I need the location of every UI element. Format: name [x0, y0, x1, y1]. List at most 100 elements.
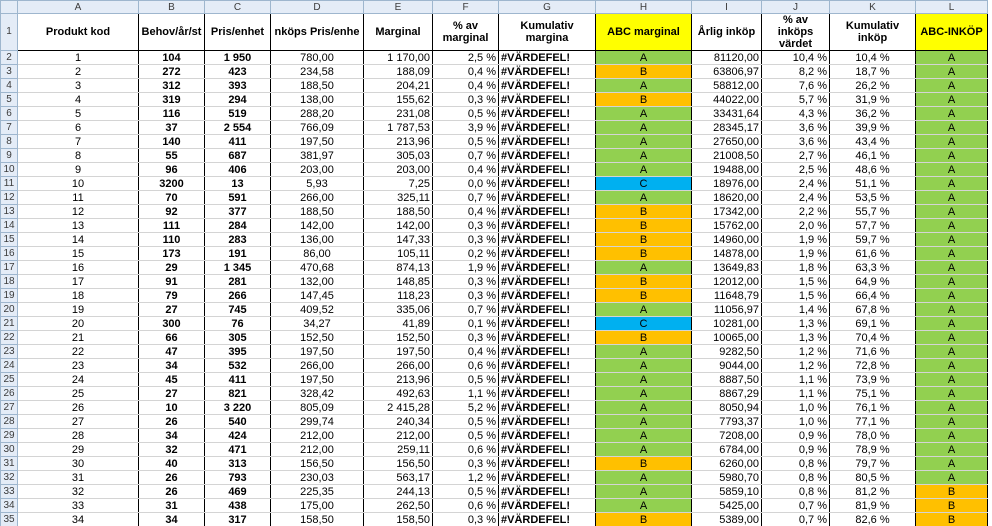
cell-margin[interactable]: 147,33: [363, 232, 433, 247]
cell-abc-margin[interactable]: B: [595, 512, 692, 526]
cell-annual-purchase[interactable]: 18976,00: [691, 176, 762, 191]
cell-product-code[interactable]: 11: [17, 190, 139, 205]
cell-margin[interactable]: 213,96: [363, 134, 433, 149]
cell-cum-margin[interactable]: #VÄRDEFEL!: [498, 344, 596, 359]
cell-price[interactable]: 438: [204, 498, 271, 513]
cell-cum-purchase[interactable]: 39,9 %: [829, 120, 916, 135]
cell-margin[interactable]: 325,11: [363, 190, 433, 205]
cell-pct-margin[interactable]: 0,7 %: [432, 190, 499, 205]
cell-abc-purchase[interactable]: A: [915, 190, 988, 205]
header-cell-need[interactable]: Behov/år/st: [138, 13, 205, 51]
cell-pct-margin[interactable]: 2,5 %: [432, 50, 499, 65]
cell-abc-purchase[interactable]: A: [915, 232, 988, 247]
cell-product-code[interactable]: 34: [17, 512, 139, 526]
cell-pct-margin[interactable]: 0,2 %: [432, 246, 499, 261]
cell-cum-margin[interactable]: #VÄRDEFEL!: [498, 246, 596, 261]
cell-annual-purchase[interactable]: 11056,97: [691, 302, 762, 317]
cell-pct-purchase[interactable]: 2,5 %: [761, 162, 830, 177]
column-header-a[interactable]: A: [17, 0, 139, 14]
cell-cum-margin[interactable]: #VÄRDEFEL!: [498, 134, 596, 149]
cell-product-code[interactable]: 32: [17, 484, 139, 499]
cell-margin[interactable]: 335,06: [363, 302, 433, 317]
cell-product-code[interactable]: 3: [17, 78, 139, 93]
cell-cum-purchase[interactable]: 48,6 %: [829, 162, 916, 177]
cell-need[interactable]: 140: [138, 134, 205, 149]
cell-abc-margin[interactable]: B: [595, 232, 692, 247]
cell-pct-purchase[interactable]: 1,2 %: [761, 344, 830, 359]
cell-pct-margin[interactable]: 0,1 %: [432, 316, 499, 331]
cell-annual-purchase[interactable]: 5859,10: [691, 484, 762, 499]
cell-annual-purchase[interactable]: 9282,50: [691, 344, 762, 359]
cell-abc-purchase[interactable]: A: [915, 274, 988, 289]
cell-annual-purchase[interactable]: 27650,00: [691, 134, 762, 149]
cell-product-code[interactable]: 10: [17, 176, 139, 191]
cell-abc-purchase[interactable]: A: [915, 218, 988, 233]
cell-pct-margin[interactable]: 0,5 %: [432, 106, 499, 121]
cell-cum-purchase[interactable]: 75,1 %: [829, 386, 916, 401]
cell-need[interactable]: 26: [138, 470, 205, 485]
cell-need[interactable]: 32: [138, 442, 205, 457]
cell-abc-margin[interactable]: B: [595, 218, 692, 233]
cell-abc-margin[interactable]: A: [595, 470, 692, 485]
cell-abc-margin[interactable]: A: [595, 148, 692, 163]
cell-pct-purchase[interactable]: 1,1 %: [761, 386, 830, 401]
cell-cum-purchase[interactable]: 51,1 %: [829, 176, 916, 191]
cell-cum-purchase[interactable]: 71,6 %: [829, 344, 916, 359]
cell-cum-margin[interactable]: #VÄRDEFEL!: [498, 232, 596, 247]
cell-price[interactable]: 745: [204, 302, 271, 317]
cell-annual-purchase[interactable]: 8050,94: [691, 400, 762, 415]
cell-cum-margin[interactable]: #VÄRDEFEL!: [498, 386, 596, 401]
cell-product-code[interactable]: 18: [17, 288, 139, 303]
cell-pct-purchase[interactable]: 1,0 %: [761, 414, 830, 429]
cell-purchase-price[interactable]: 197,50: [270, 372, 364, 387]
cell-need[interactable]: 173: [138, 246, 205, 261]
cell-need[interactable]: 27: [138, 302, 205, 317]
cell-cum-purchase[interactable]: 26,2 %: [829, 78, 916, 93]
cell-need[interactable]: 27: [138, 386, 205, 401]
cell-pct-purchase[interactable]: 2,0 %: [761, 218, 830, 233]
cell-cum-purchase[interactable]: 82,6 %: [829, 512, 916, 526]
cell-purchase-price[interactable]: 34,27: [270, 316, 364, 331]
cell-pct-purchase[interactable]: 7,6 %: [761, 78, 830, 93]
cell-purchase-price[interactable]: 234,58: [270, 64, 364, 79]
cell-pct-margin[interactable]: 0,6 %: [432, 498, 499, 513]
cell-abc-margin[interactable]: B: [595, 64, 692, 79]
cell-pct-margin[interactable]: 0,4 %: [432, 204, 499, 219]
cell-cum-purchase[interactable]: 18,7 %: [829, 64, 916, 79]
cell-margin[interactable]: 105,11: [363, 246, 433, 261]
cell-margin[interactable]: 266,00: [363, 358, 433, 373]
cell-cum-purchase[interactable]: 72,8 %: [829, 358, 916, 373]
cell-pct-purchase[interactable]: 10,4 %: [761, 50, 830, 65]
cell-abc-margin[interactable]: A: [595, 106, 692, 121]
cell-abc-purchase[interactable]: A: [915, 330, 988, 345]
column-header-f[interactable]: F: [432, 0, 499, 14]
cell-abc-purchase[interactable]: A: [915, 120, 988, 135]
cell-cum-margin[interactable]: #VÄRDEFEL!: [498, 372, 596, 387]
cell-abc-margin[interactable]: A: [595, 484, 692, 499]
cell-abc-margin[interactable]: A: [595, 50, 692, 65]
cell-cum-purchase[interactable]: 57,7 %: [829, 218, 916, 233]
cell-annual-purchase[interactable]: 33431,64: [691, 106, 762, 121]
cell-pct-purchase[interactable]: 1,5 %: [761, 274, 830, 289]
cell-cum-margin[interactable]: #VÄRDEFEL!: [498, 498, 596, 513]
cell-cum-purchase[interactable]: 80,5 %: [829, 470, 916, 485]
cell-margin[interactable]: 2 415,28: [363, 400, 433, 415]
row-number[interactable]: 14: [0, 218, 18, 233]
cell-annual-purchase[interactable]: 10281,00: [691, 316, 762, 331]
cell-product-code[interactable]: 1: [17, 50, 139, 65]
cell-abc-margin[interactable]: B: [595, 456, 692, 471]
cell-pct-margin[interactable]: 0,3 %: [432, 512, 499, 526]
cell-abc-purchase[interactable]: A: [915, 134, 988, 149]
cell-price[interactable]: 266: [204, 288, 271, 303]
cell-abc-purchase[interactable]: A: [915, 260, 988, 275]
row-number[interactable]: 5: [0, 92, 18, 107]
cell-margin[interactable]: 874,13: [363, 260, 433, 275]
cell-pct-margin[interactable]: 1,1 %: [432, 386, 499, 401]
cell-cum-margin[interactable]: #VÄRDEFEL!: [498, 484, 596, 499]
row-number[interactable]: 23: [0, 344, 18, 359]
cell-product-code[interactable]: 33: [17, 498, 139, 513]
cell-price[interactable]: 411: [204, 372, 271, 387]
cell-need[interactable]: 29: [138, 260, 205, 275]
cell-annual-purchase[interactable]: 14960,00: [691, 232, 762, 247]
cell-purchase-price[interactable]: 212,00: [270, 442, 364, 457]
